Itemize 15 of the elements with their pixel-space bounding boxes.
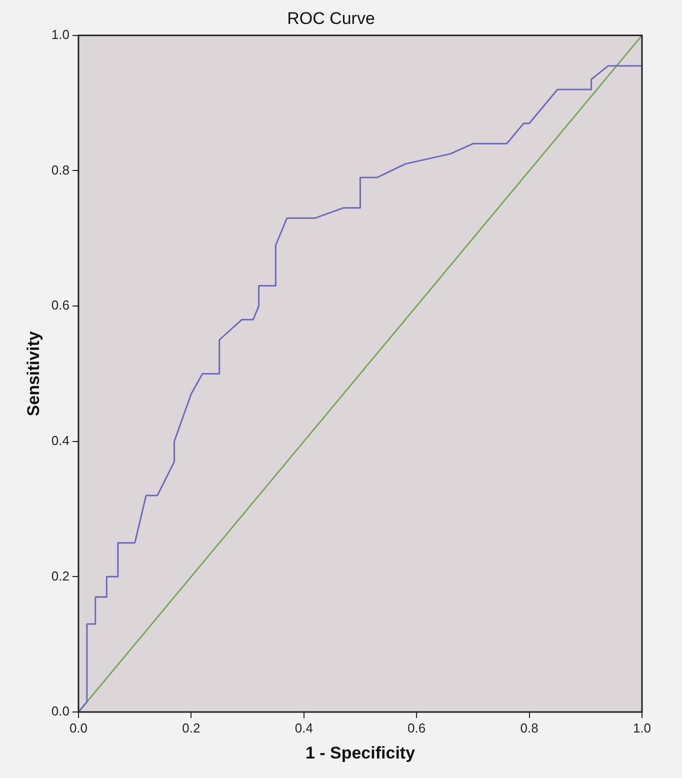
x-tick-label: 0.6 — [408, 720, 426, 736]
x-axis-title: 1 - Specificity — [305, 743, 416, 762]
x-tick-label: 0.2 — [182, 720, 200, 736]
y-tick-label: 0.4 — [51, 432, 70, 448]
x-tick-label: 0.8 — [520, 720, 538, 736]
y-tick-label: 0.0 — [51, 704, 70, 719]
y-tick-label: 0.6 — [51, 298, 70, 313]
x-tick-label: 0.4 — [294, 720, 313, 736]
y-tick-label: 1.0 — [51, 26, 70, 42]
y-tick-label: 0.2 — [51, 568, 70, 584]
y-tick-label: 0.8 — [51, 162, 70, 178]
y-axis-title: Sensitivity — [24, 330, 43, 416]
x-tick-label: 1.0 — [632, 720, 652, 736]
x-tick-label: 0.0 — [69, 720, 88, 736]
chart-title: ROC Curve — [287, 8, 375, 28]
